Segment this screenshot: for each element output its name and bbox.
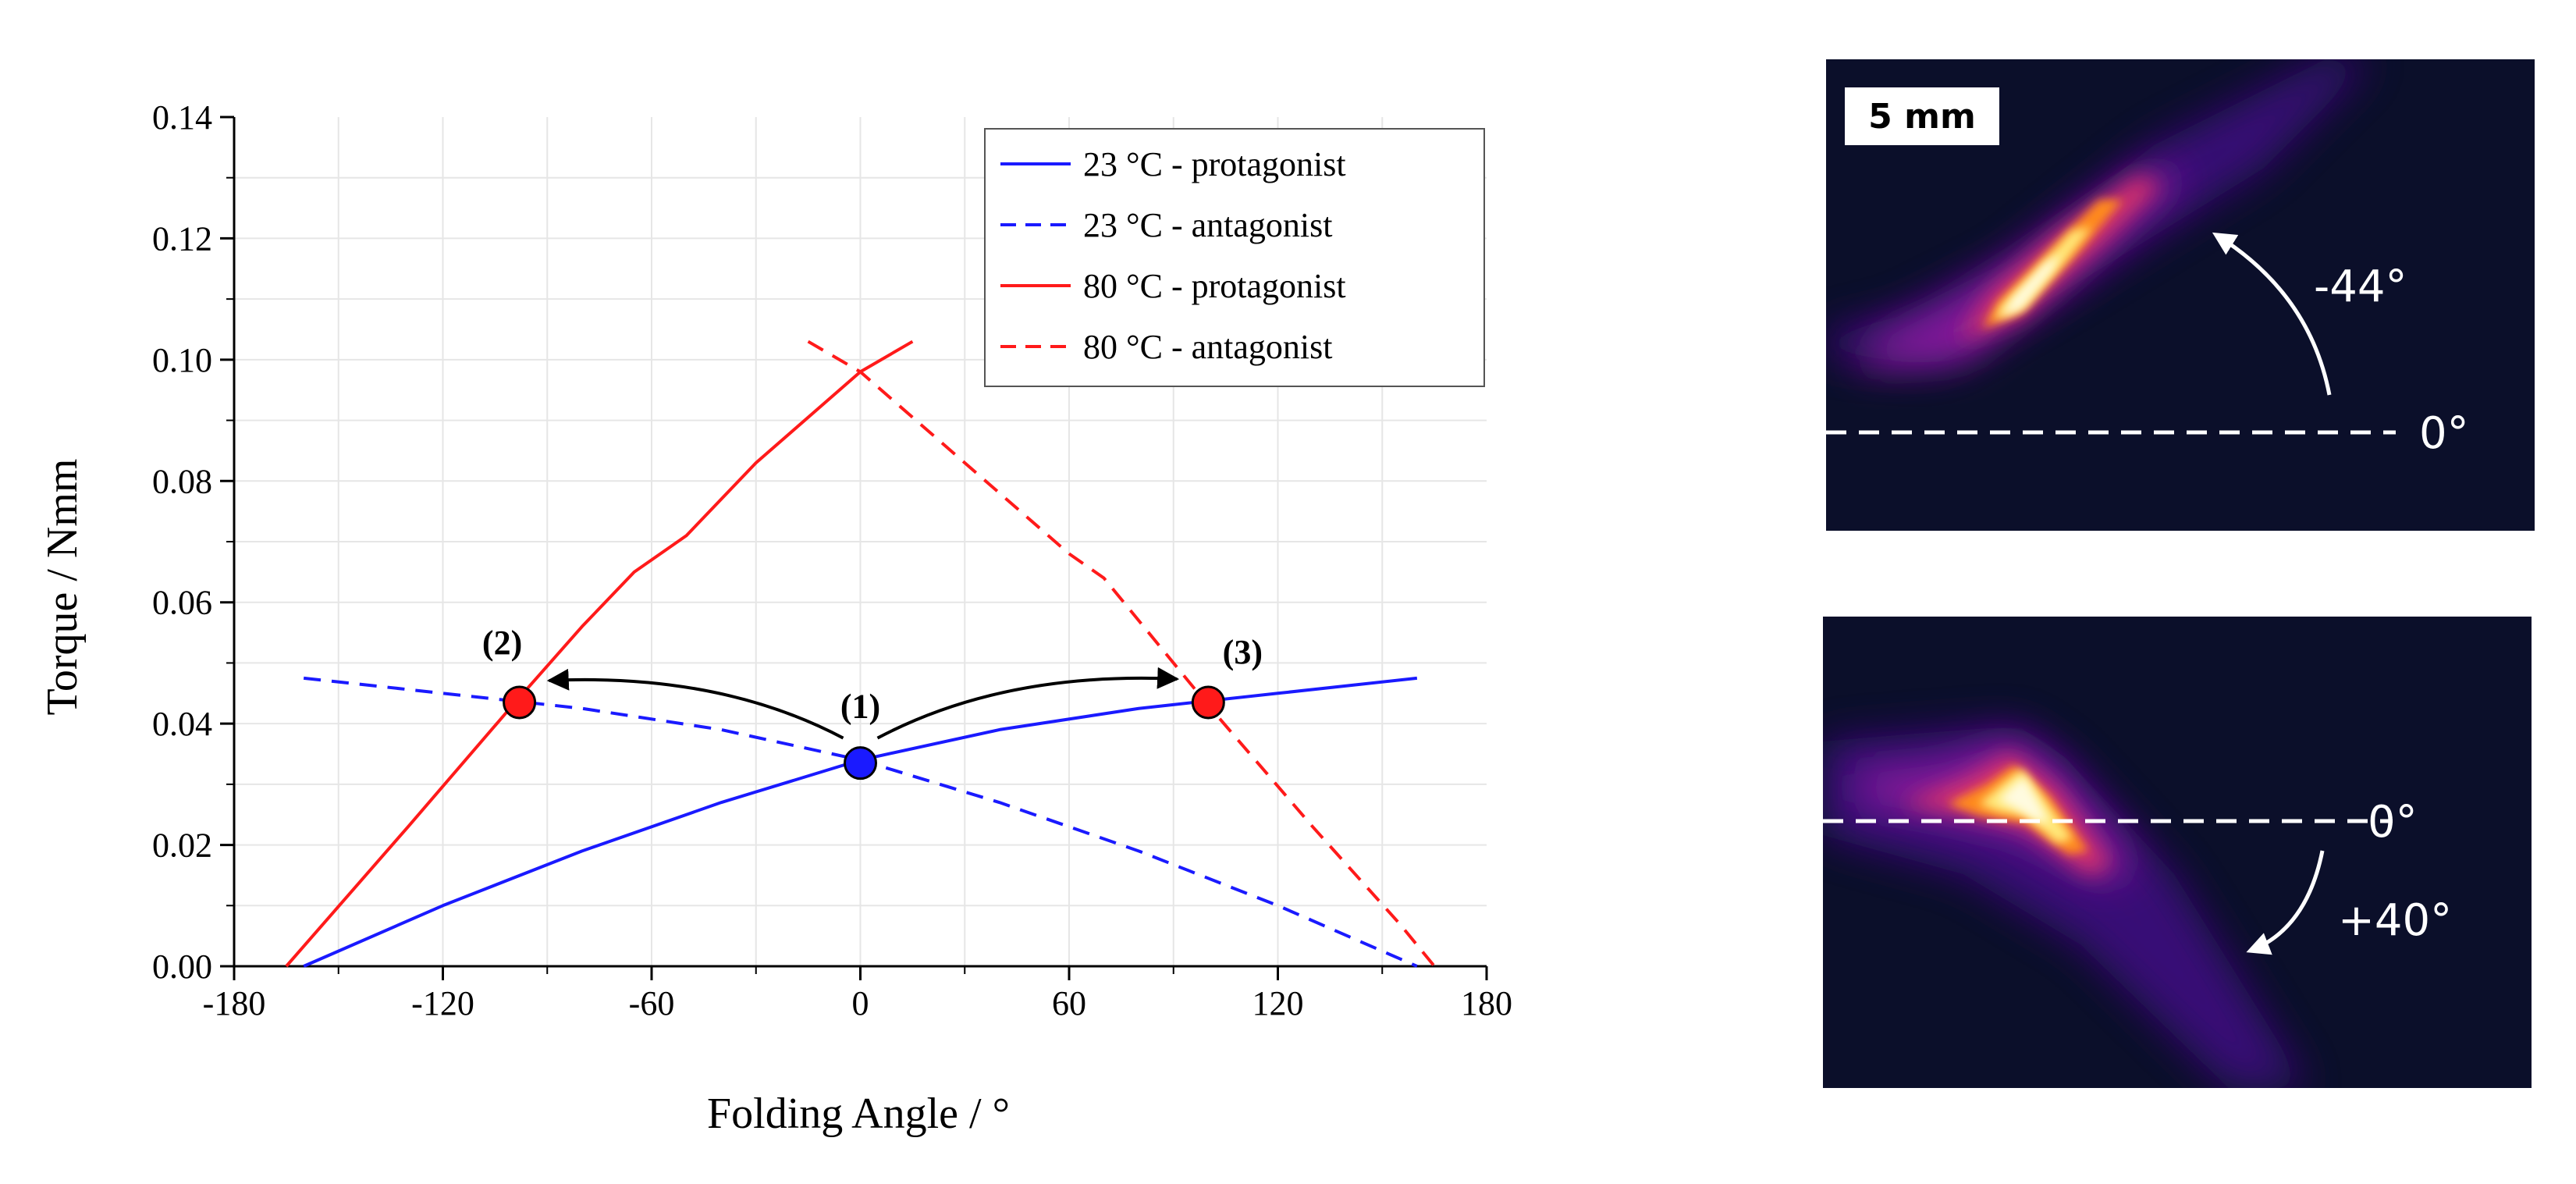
y-tick-label: 0.02 xyxy=(152,827,212,865)
x-tick-label: 120 xyxy=(1252,984,1304,1022)
fold-angle-top: -44° xyxy=(2314,261,2407,312)
y-tick-label: 0.04 xyxy=(152,705,212,743)
x-tick-label: -60 xyxy=(629,984,675,1022)
scale-bar-box xyxy=(1845,87,1999,145)
state-marker-1 xyxy=(844,746,877,780)
series-line-4 xyxy=(807,340,1436,968)
legend-label-23c-antagonist: 23 °C - antagonist xyxy=(1083,206,1332,244)
x-axis-title: Folding Angle / ° xyxy=(707,1090,1010,1138)
y-tick-label: 0.08 xyxy=(152,462,212,500)
y-tick-label: 0.10 xyxy=(152,341,212,379)
x-tick-label: 60 xyxy=(1052,984,1086,1022)
series-line-3 xyxy=(285,340,914,968)
reference-angle-top: 0° xyxy=(2419,408,2469,459)
x-tick-label: 180 xyxy=(1461,984,1512,1022)
y-tick-label: 0.14 xyxy=(152,98,212,137)
x-tick-label: 0 xyxy=(852,984,869,1022)
state-markers: (1) (2) (3) xyxy=(482,624,1263,780)
x-tick-label: -120 xyxy=(411,984,474,1022)
legend: 23 °C - protagonist 23 °C - antagonist 8… xyxy=(984,128,1485,387)
legend-box xyxy=(984,128,1485,387)
state-label-3: (3) xyxy=(1223,633,1263,671)
y-tick-label: 0.00 xyxy=(152,948,212,986)
legend-label-80c-antagonist: 80 °C - antagonist xyxy=(1083,328,1332,366)
fold-angle-bottom: +40° xyxy=(2338,895,2452,946)
x-tick-label: -180 xyxy=(203,984,266,1022)
torque-chart: (1) (2) (3) -180 -120 -60 0 60 120 180 0.00 0.02 0.… xyxy=(38,98,1512,1138)
heat-plume-bottom xyxy=(1823,726,2307,1088)
scale-bar-label: 5 mm xyxy=(1868,97,1976,137)
state-label-2: (2) xyxy=(482,624,522,662)
heat-plume-top xyxy=(1826,59,2372,368)
arrow-to-state-2 xyxy=(546,668,844,740)
legend-label-80c-protagonist: 80 °C - protagonist xyxy=(1083,267,1346,305)
rotation-arrow-top xyxy=(2212,232,2332,396)
state-label-1: (1) xyxy=(840,688,880,726)
transition-arrows xyxy=(546,667,1180,740)
thermal-image-top: 0° -44° 5 mm xyxy=(1826,59,2535,531)
tick-labels: -180 -120 -60 0 60 120 180 0.00 0.02 0.04 0.06 0.08… xyxy=(152,98,1512,1022)
arrow-to-state-3 xyxy=(876,667,1180,740)
state-marker-2 xyxy=(503,685,537,720)
y-axis-title: Torque / Nmm xyxy=(38,459,87,716)
reference-angle-bottom: 0° xyxy=(2368,797,2418,848)
y-tick-label: 0.06 xyxy=(152,584,212,622)
legend-label-23c-protagonist: 23 °C - protagonist xyxy=(1083,145,1346,183)
plot-axes xyxy=(220,116,1488,980)
state-marker-3 xyxy=(1191,685,1225,720)
thermal-image-bottom: 0° +40° xyxy=(1823,617,2532,1088)
rotation-arrow-bottom xyxy=(2246,850,2325,955)
y-tick-label: 0.12 xyxy=(152,219,212,258)
